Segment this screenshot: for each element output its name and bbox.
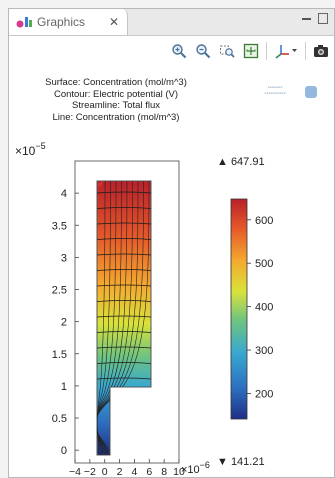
potential-contour-line	[97, 222, 151, 225]
graphics-window: Graphics ✕ Surface: Concentr	[8, 8, 335, 478]
potential-contour-line	[97, 253, 151, 256]
comsol-logo-icon	[305, 86, 317, 98]
colorbar-tick-label: 200	[255, 388, 273, 400]
y-tick-label: 0.5	[52, 413, 67, 425]
colorbar-max-label: ▲ 647.91	[217, 156, 265, 168]
colorbar-tick-label: 400	[255, 302, 273, 314]
toolbar-separator	[266, 42, 267, 60]
y-tick-label: 3	[61, 252, 67, 264]
plot-title-line: Line: Concentration (mol/m^3)	[52, 111, 180, 123]
zoom-out-icon[interactable]	[194, 42, 212, 60]
plot-title-surface: Surface: Concentration (mol/m^3)	[45, 77, 187, 88]
y-tick-label: 3.5	[52, 220, 67, 232]
flux-streamline	[97, 181, 144, 455]
potential-contour-line	[97, 377, 151, 380]
colorbar	[230, 198, 248, 420]
axes-frame	[74, 160, 180, 464]
minimize-icon[interactable]	[301, 13, 312, 24]
y-tick-label: 2.5	[52, 285, 67, 297]
zoom-box-icon[interactable]	[218, 42, 236, 60]
flux-streamline	[97, 181, 150, 455]
axis-orientation-dropdown-icon[interactable]	[273, 42, 299, 60]
colorbar-tick-label: 600	[255, 215, 273, 227]
flux-streamline	[97, 181, 139, 455]
plot-area[interactable]: Surface: Concentration (mol/m^3) Contour…	[9, 69, 334, 477]
x-tick-label: 10	[173, 466, 185, 477]
y-tick-label: 1	[61, 381, 67, 393]
concentration-plot: ×10−5 ×10−6 00.511.522.533.54 −4 −2 0 2 4 6 8 1…	[15, 141, 273, 477]
y-tick-label: 4	[61, 188, 67, 200]
potential-contour-line	[97, 346, 151, 349]
comsol-graphics-icon	[15, 14, 33, 30]
potential-contour-line	[97, 207, 151, 209]
tab-graphics[interactable]: Graphics ✕	[9, 9, 128, 35]
toolbar-separator	[305, 42, 306, 60]
zoom-extents-icon[interactable]	[242, 42, 260, 60]
y-tick-label: 1.5	[52, 349, 67, 361]
x-tick-label: 8	[161, 466, 167, 477]
x-tick-label: 2	[117, 466, 123, 477]
y-tick-label: 2	[61, 317, 67, 329]
potential-contour-line	[97, 300, 151, 302]
graphics-toolbar	[9, 36, 334, 66]
maximize-icon[interactable]	[318, 13, 328, 24]
comsol-watermark: ▪▪▪▪▪▪▪ ▪▪▪▪▪▪▪▪▪▪	[264, 85, 286, 97]
potential-contour-line	[97, 331, 151, 333]
potential-contour-line	[97, 284, 151, 287]
potential-contour-line	[97, 269, 151, 271]
tab-label: Graphics	[37, 15, 86, 29]
zoom-in-icon[interactable]	[170, 42, 188, 60]
y-tick-label: 0	[61, 445, 67, 457]
potential-contour-line	[97, 191, 151, 194]
plot-title-streamline: Streamline: Total flux	[71, 100, 160, 111]
x-tick-label: 6	[146, 466, 152, 477]
surface-plot	[96, 180, 152, 456]
x-tick-label: −2	[84, 466, 96, 477]
x-tick-label: 4	[132, 466, 138, 477]
x-tick-label: 0	[102, 466, 108, 477]
tab-bar: Graphics ✕	[9, 9, 334, 36]
x-tick-label: −4	[69, 466, 81, 477]
x-exponent-label: ×10−6	[181, 460, 210, 476]
y-exponent-label: ×10−5	[15, 141, 46, 158]
plot-title-block: Surface: Concentration (mol/m^3) Contour…	[21, 77, 211, 123]
arrow-marker-icon	[97, 181, 103, 188]
colorbar-tick-label: 500	[255, 258, 273, 270]
colorbar-tick-label: 300	[255, 345, 273, 357]
camera-snapshot-icon[interactable]	[312, 42, 330, 60]
potential-contour-line	[97, 362, 151, 364]
potential-contour-line	[97, 238, 151, 240]
colorbar-min-label: ▼ 141.21	[217, 456, 265, 468]
plot-title-contour: Contour: Electric potential (V)	[53, 88, 179, 100]
close-tab-icon[interactable]: ✕	[108, 15, 119, 29]
